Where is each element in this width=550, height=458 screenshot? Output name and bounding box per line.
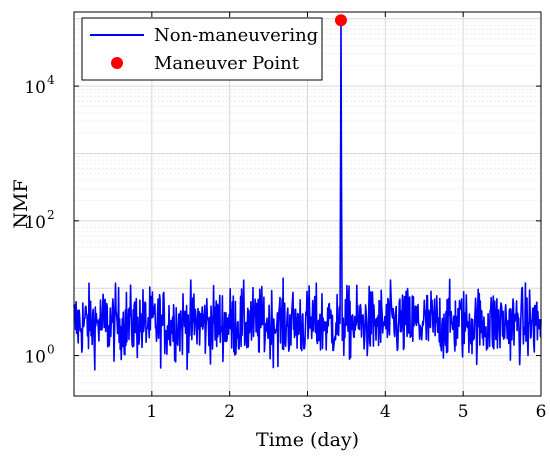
- x-tick-label: 3: [302, 402, 313, 422]
- y-tick-label-exponent: 4: [47, 73, 55, 87]
- x-axis-label: Time (day): [256, 429, 359, 451]
- x-tick-label: 4: [380, 402, 391, 422]
- legend-box: [81, 17, 323, 81]
- y-tick-label-exponent: 0: [47, 343, 55, 357]
- maneuver-point-marker: [334, 14, 347, 27]
- legend-entry-marker: Maneuver Point: [154, 53, 300, 74]
- y-axis-label: NMF: [10, 179, 32, 228]
- x-tick-label: 1: [146, 402, 157, 422]
- x-tick-label: 6: [536, 402, 547, 422]
- y-tick-label: 10: [24, 348, 46, 368]
- legend: Non-maneuvering Maneuver Point: [81, 17, 323, 81]
- x-tick-label: 2: [224, 402, 235, 422]
- axes-box: [73, 11, 542, 397]
- y-tick-label: 10: [24, 213, 46, 233]
- series-layer: [73, 14, 542, 371]
- x-tick-label: 5: [458, 402, 469, 422]
- y-tick-label: 10: [24, 78, 46, 98]
- y-tick-label-exponent: 2: [47, 208, 55, 222]
- legend-entry-series: Non-maneuvering: [154, 25, 318, 46]
- series-line-non-maneuvering: [73, 19, 542, 371]
- legend-marker-swatch: [111, 57, 123, 69]
